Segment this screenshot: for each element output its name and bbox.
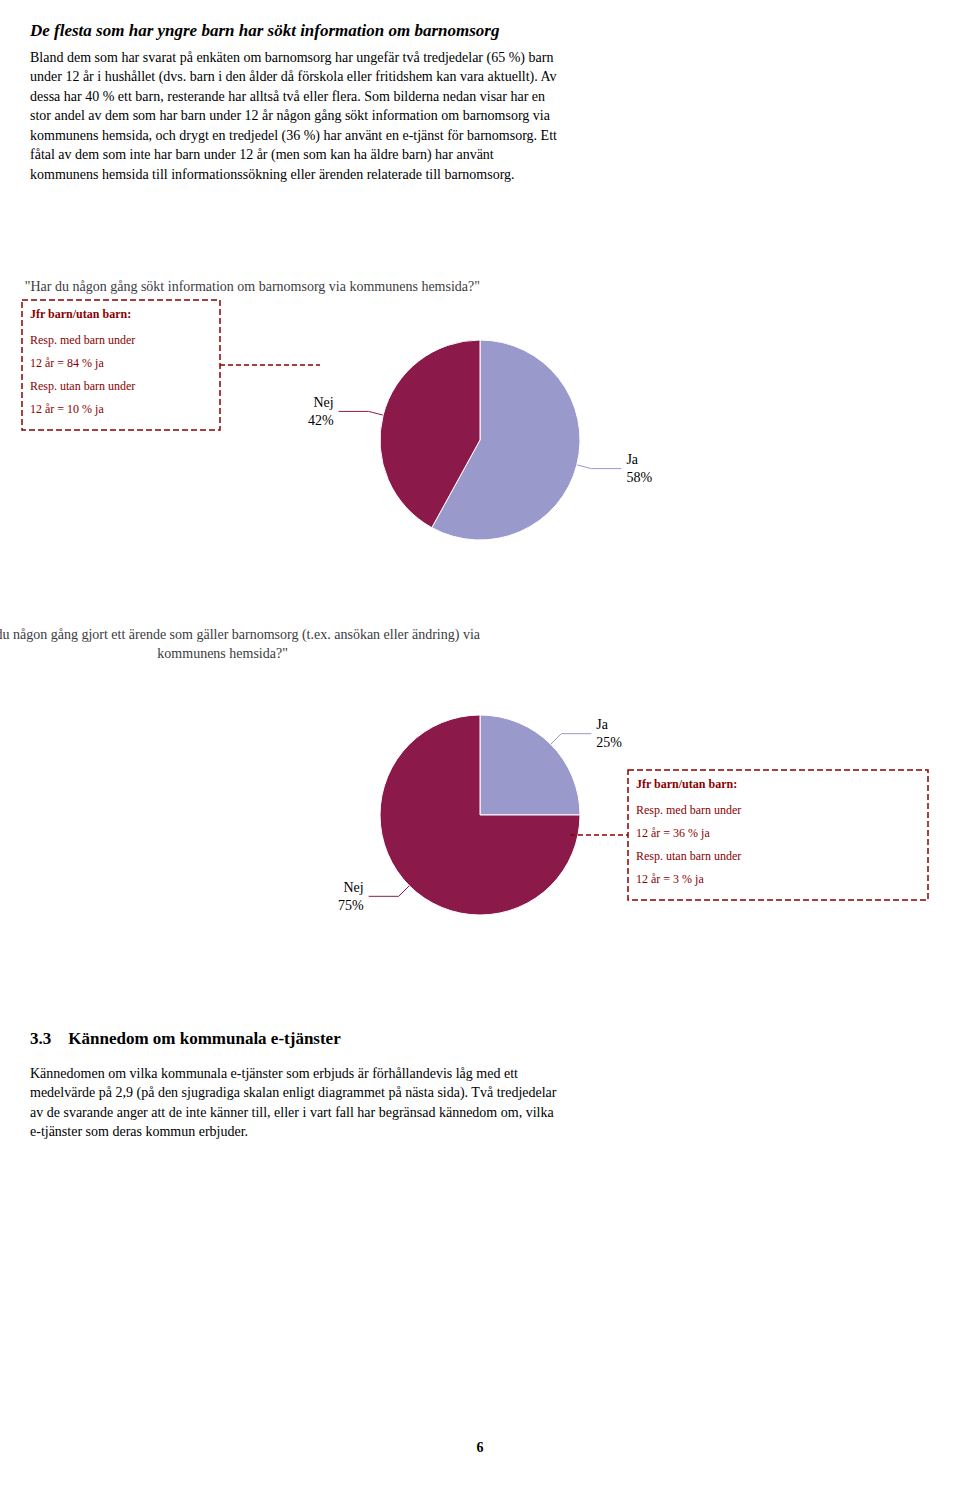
svg-text:Nej: Nej xyxy=(343,880,363,895)
svg-text:Jfr barn/utan barn:: Jfr barn/utan barn: xyxy=(30,307,131,321)
svg-text:Ja: Ja xyxy=(596,717,608,732)
svg-text:12 år = 84 % ja: 12 år = 84 % ja xyxy=(30,356,104,370)
svg-text:stor andel av dem som har barn: stor andel av dem som har barn under 12 … xyxy=(30,108,551,123)
svg-text:under 12 år i hushållet (dvs.: under 12 år i hushållet (dvs. barn i den… xyxy=(30,69,557,85)
svg-text:medelvärde på 2,9 (på den sjug: medelvärde på 2,9 (på den sjugradiga ska… xyxy=(30,1085,557,1101)
svg-text:"Har du någon gång sökt inform: "Har du någon gång sökt information om b… xyxy=(25,279,480,294)
svg-text:"Har du någon gång gjort ett ä: "Har du någon gång gjort ett ärende som … xyxy=(0,627,481,643)
svg-text:Resp. utan barn under: Resp. utan barn under xyxy=(636,849,741,863)
svg-text:12 år = 10 % ja: 12 år = 10 % ja xyxy=(30,402,104,416)
svg-text:Resp. med barn under: Resp. med barn under xyxy=(636,803,741,817)
svg-text:De flesta som har yngre barn h: De flesta som har yngre barn har sökt in… xyxy=(29,21,500,40)
svg-text:Resp. utan barn under: Resp. utan barn under xyxy=(30,379,135,393)
svg-text:e-tjänster som deras kommun er: e-tjänster som deras kommun erbjuder. xyxy=(30,1124,248,1139)
svg-text:12 år = 3 % ja: 12 år = 3 % ja xyxy=(636,872,704,886)
svg-text:3.3 Kännedom om kommunala e: 3.3 Kännedom om kommunala e-tjänster xyxy=(30,1029,341,1048)
svg-text:Nej: Nej xyxy=(313,395,333,410)
svg-text:Resp. med barn under: Resp. med barn under xyxy=(30,333,135,347)
svg-text:Kännedomen om vilka kommunala: Kännedomen om vilka kommunala e-tjänster… xyxy=(30,1066,518,1081)
svg-text:av de svarande anger att de in: av de svarande anger att de inte känner … xyxy=(30,1105,554,1120)
svg-text:kommunens hemsida?": kommunens hemsida?" xyxy=(157,646,288,661)
svg-text:58%: 58% xyxy=(626,470,652,485)
svg-text:25%: 25% xyxy=(596,735,622,750)
svg-text:fåtal av dem som inte har barn: fåtal av dem som inte har barn under 12 … xyxy=(30,147,494,163)
svg-text:42%: 42% xyxy=(308,413,334,428)
svg-text:6: 6 xyxy=(477,1440,484,1455)
svg-text:dessa har 40 % ett barn, reste: dessa har 40 % ett barn, resterande har … xyxy=(30,89,545,104)
svg-text:Bland dem som har svarat på en: Bland dem som har svarat på enkäten om b… xyxy=(30,50,553,66)
svg-text:75%: 75% xyxy=(338,898,364,913)
svg-text:12 år = 36 % ja: 12 år = 36 % ja xyxy=(636,826,710,840)
svg-text:Jfr barn/utan barn:: Jfr barn/utan barn: xyxy=(636,777,737,791)
svg-text:Ja: Ja xyxy=(626,452,638,467)
svg-text:kommunens hemsida, och drygt e: kommunens hemsida, och drygt en tredjede… xyxy=(30,128,557,144)
svg-text:kommunens hemsida till informa: kommunens hemsida till informationssökni… xyxy=(30,167,515,182)
